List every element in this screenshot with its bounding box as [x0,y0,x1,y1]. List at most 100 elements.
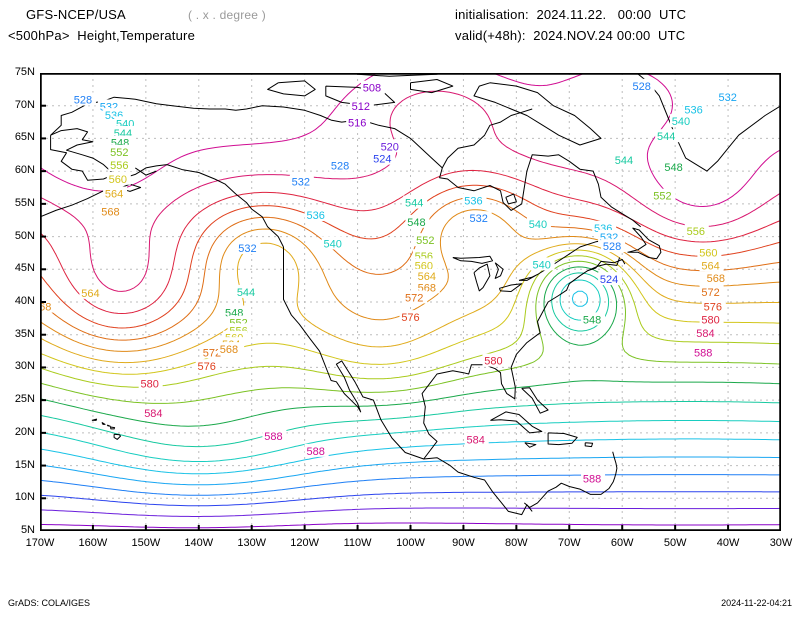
x-axis-tick: 170W [25,537,55,549]
y-axis-tick: 50N [14,229,35,242]
contour-label: 520 [381,141,399,153]
contour-label: 536 [306,210,324,222]
contour-label: 552 [416,235,434,247]
contour-label: 548 [664,162,682,174]
contour-label: 572 [203,347,221,359]
contour-label: 572 [701,287,719,299]
x-axis-tick: 70W [557,537,581,549]
contour-label: 528 [74,95,92,107]
contour-label: 584 [696,328,714,340]
contour-label: 532 [238,243,256,255]
contour-label: 588 [264,431,282,443]
contour-label: 584 [467,434,485,446]
contour-label: 528 [331,161,349,173]
contour-528 [40,474,781,496]
contour-label: 564 [701,260,719,272]
initialisation-time: initialisation: 2024.11.22. 00:00 UTC [455,7,687,22]
contour-label: 544 [615,155,633,167]
model-title: GFS-NCEP/USA [26,7,126,22]
valid-time: valid(+48h): 2024.NOV.24 00:00 UTC [455,28,686,43]
contour-label: 532 [718,92,736,104]
contour-label: 580 [140,379,158,391]
contour-label: 532 [292,177,310,189]
contour-label: 568 [707,273,725,285]
contour-label: 580 [484,356,502,368]
contour-588 [40,73,379,192]
contour-label: 556 [687,226,705,238]
x-axis-tick: 110W [343,537,372,549]
contour-548 [40,380,781,427]
contour-524 [40,491,781,507]
contour-560 [40,249,781,375]
x-axis-tick: 100W [396,537,425,549]
contour-label: 584 [144,408,162,420]
contour-label: 576 [401,312,419,324]
contour-label: 580 [701,314,719,326]
contour-label: 568 [40,302,51,314]
x-axis-tick: 150W [131,537,161,549]
x-axis-tick: 90W [452,537,475,549]
x-axis-tick: 120W [290,537,320,549]
credit-label: GrADS: COLA/IGES [8,598,91,608]
contour-label: 544 [237,287,255,299]
contour-label: 540 [324,238,342,250]
x-axis-tick: 60W [610,537,634,549]
contour-label: 556 [110,160,128,172]
contour-label: 588 [306,446,324,458]
x-axis-tick: 50W [663,537,687,549]
contour-536 [571,290,589,307]
contour-572 [40,196,781,341]
contour-label: 532 [469,213,487,225]
contour-label: 552 [653,191,671,203]
y-axis-tick: 20N [14,425,35,438]
contour-plot: 508 512 516 520 524 528 532 528 532 536 540 544 548 5… [40,73,781,531]
contour-label: 576 [704,302,722,314]
contour-label: 560 [109,174,127,186]
contour-label: 540 [532,259,550,271]
contour-label: 528 [603,241,621,253]
level-field-title: <500hPa> Height,Temperature [8,28,195,43]
contour-label: 544 [405,198,423,210]
contour-label: 512 [352,101,370,113]
contour-label: 536 [464,195,482,207]
plot-frame [40,73,781,531]
resolution-subtitle: ( . x . degree ) [188,8,266,22]
contour-588 [492,73,587,87]
x-axis-tick: 40W [716,537,740,549]
contour-label: 588 [583,473,601,485]
contour-552 [40,260,781,404]
plot-svg: 5085125165205245285325285325365405445485… [40,73,781,531]
y-axis-tick: 40N [14,295,35,307]
contour-label: 552 [110,147,128,159]
contour-label: 516 [348,117,366,129]
contour-label: 572 [405,292,423,304]
x-axis-tick: 130W [237,537,267,549]
contour-label: 560 [699,248,717,260]
contour-580 [40,169,781,314]
contour-label: 564 [105,188,123,200]
x-axis-tick: 160W [78,537,108,549]
contour-label: 544 [657,131,675,143]
y-axis-tick: 30N [14,360,35,373]
contour-label: 564 [418,271,436,283]
y-axis-tick: 55N [14,196,35,209]
contour-label: 564 [81,288,99,300]
contour-label: 568 [101,206,119,218]
contour-label: 524 [600,274,618,286]
y-axis-tick: 60N [14,164,35,177]
contour-540 [40,420,781,462]
contour-556 [40,255,781,388]
contour-label: 548 [583,314,601,326]
y-axis-tick: 15N [14,458,35,471]
contour-588 [644,73,781,207]
contour-label: 540 [529,219,547,231]
contour-label: 548 [407,217,425,229]
contour-label: 576 [198,361,216,373]
contour-544 [40,401,781,448]
y-axis-tick: 65N [14,131,35,144]
y-axis-tick: 75N [14,66,35,78]
y-axis-tick: 25N [14,393,35,406]
contour-576 [40,184,781,329]
x-axis-tick: 140W [184,537,214,549]
